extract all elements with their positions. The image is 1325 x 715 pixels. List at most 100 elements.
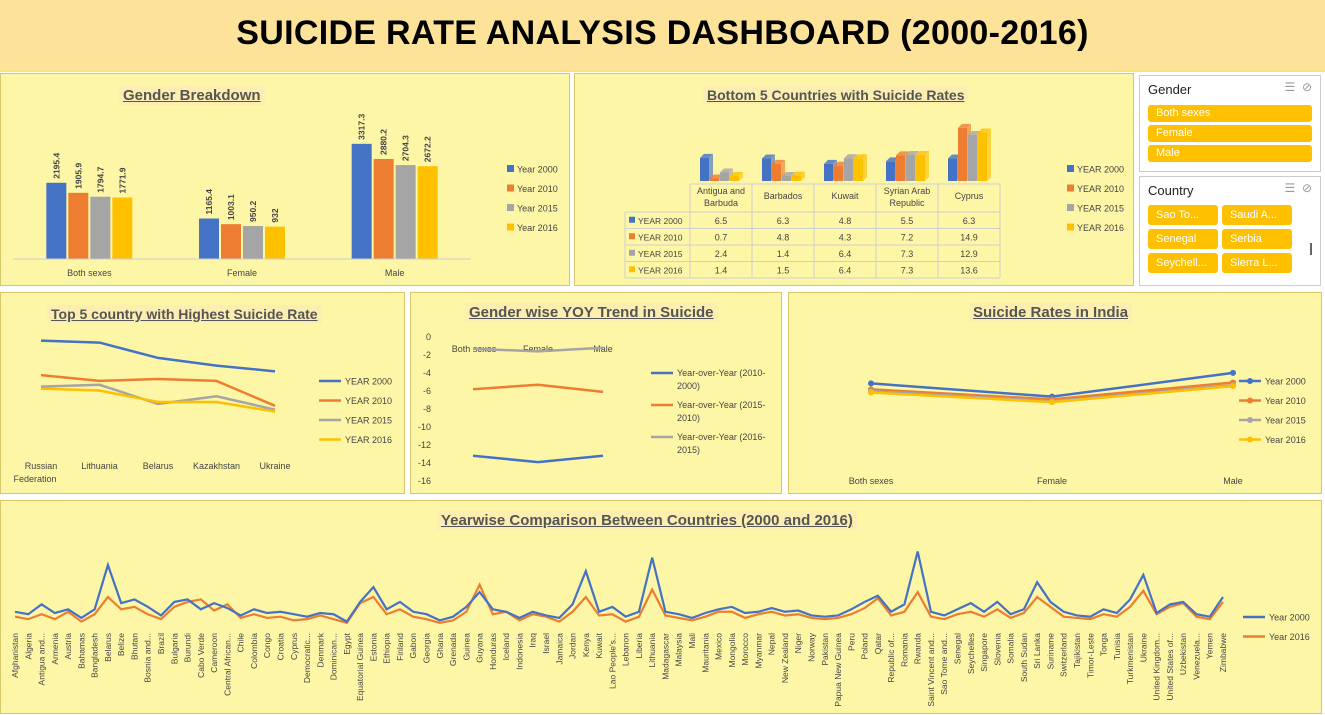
bar-3d-top (834, 161, 847, 166)
legend-label: Year-over-Year (2010-2000) (677, 368, 765, 391)
legend-label: YEAR 2015 (1077, 204, 1124, 214)
country-slicer-item[interactable]: Serbia (1222, 229, 1292, 249)
country-slicer-item[interactable]: Senegal (1148, 229, 1218, 249)
category-label: Ukraine (259, 461, 290, 471)
category-label: Romania (899, 633, 909, 667)
clear-filter-icon[interactable]: ⊘ (1301, 181, 1312, 195)
multi-select-icon[interactable]: ☰ (1284, 80, 1296, 94)
bar-3d (906, 154, 915, 181)
series-line (14, 551, 1224, 624)
table-cell: 13.6 (960, 265, 978, 275)
category-label: Rwanda (913, 633, 923, 664)
legend-label: Year 2015 (1265, 416, 1306, 426)
bottom5-chart: Antigua and Barbuda Barbados Kuwait Syrian A… (624, 123, 1124, 279)
gender-slicer-title: Gender (1148, 82, 1192, 97)
bar-3d (854, 158, 863, 181)
bar-data-label: 3317.3 (357, 114, 367, 140)
yearwise-panel: Yearwise Comparison Between Countries (2… (0, 500, 1322, 714)
category-label: Tonga (1099, 633, 1109, 656)
table-row-label: YEAR 2016 (638, 265, 683, 275)
table-cell: 2.4 (715, 249, 728, 259)
category-label: Belarus (103, 633, 113, 662)
series-line (472, 346, 604, 353)
country-slicer-item[interactable]: Sao To... (1148, 205, 1218, 225)
category-label: Bhutan (129, 633, 139, 660)
legend-label: Year 2000 (1269, 613, 1310, 623)
table-header: Syrian Arab Republic (884, 186, 931, 208)
bar-data-label: 1165.4 (204, 189, 214, 215)
table-row-swatch (629, 249, 635, 256)
bar (112, 197, 133, 259)
legend-swatch (1067, 204, 1074, 211)
bar-data-label: 2672.2 (423, 136, 433, 162)
legend-label: Year-over-Year (2016-2015) (677, 432, 765, 455)
category-label: Papua New Guinea (833, 633, 843, 707)
india-title: Suicide Rates in India (969, 303, 1133, 322)
category-label: Brazil (156, 633, 166, 654)
bar-3d-top (958, 123, 971, 128)
category-label: Antigua and... (37, 633, 47, 685)
bar-data-label: 1771.9 (117, 167, 127, 193)
multi-select-icon[interactable]: ☰ (1284, 181, 1296, 195)
gender-slicer-item-both[interactable]: Both sexes (1148, 105, 1312, 122)
bar-3d-top (762, 154, 775, 159)
gender-slicer: Gender ☰ ⊘ Both sexes Female Male (1139, 75, 1321, 172)
y-tick-label: -8 (423, 404, 431, 414)
bar-3d (792, 175, 801, 181)
bar-3d-side (739, 172, 743, 181)
bar-3d (700, 157, 709, 181)
category-label: Belize (116, 633, 126, 656)
bottom5-panel: Bottom 5 Countries with Suicide Rates An… (574, 73, 1134, 286)
category-label: Seychelles (966, 633, 976, 674)
india-chart: Both sexes Female Male Year 2000 Year 2010 Ye… (849, 369, 1306, 486)
category-label: Estonia (368, 633, 378, 662)
gender-slicer-item-male[interactable]: Male (1148, 145, 1312, 162)
country-slicer-scrollbar[interactable] (1308, 207, 1314, 277)
gender-slicer-item-female[interactable]: Female (1148, 125, 1312, 142)
category-label: Mexico (714, 633, 724, 660)
bar-3d (958, 127, 967, 181)
category-label: Lithuania (81, 461, 118, 471)
dashboard-title: SUICIDE RATE ANALYSIS DASHBOARD (2000-20… (236, 14, 1089, 52)
y-tick-label: -4 (423, 368, 431, 378)
category-label: Saint Vincent and... (926, 633, 936, 707)
bar-data-label: 2704.3 (401, 135, 411, 161)
country-slicer-item[interactable]: Sierra L... (1222, 253, 1292, 273)
category-label: Cyprus (289, 633, 299, 660)
bar-3d-top (792, 171, 805, 176)
country-slicer: Country ☰ ⊘ Sao To... Saudi A... Senegal… (1139, 176, 1321, 286)
legend-swatch (507, 184, 514, 192)
category-label: Bangladesh (90, 633, 100, 678)
category-label: Denmark (315, 632, 325, 667)
legend-marker (1247, 378, 1253, 384)
bar (68, 192, 89, 259)
category-label: Belarus (143, 461, 174, 471)
slicer-controls: ☰ ⊘ (1285, 80, 1313, 94)
category-label: Congo (262, 633, 272, 658)
category-label: Ghana (435, 633, 445, 659)
category-label: Morocco (740, 633, 750, 666)
category-label: Mauritania (700, 633, 710, 673)
legend-marker (1247, 397, 1253, 404)
country-slicer-item[interactable]: Saudi A... (1222, 205, 1292, 225)
country-slicer-item[interactable]: Seychell... (1148, 253, 1218, 273)
country-slicer-title: Country (1148, 183, 1194, 198)
category-label: South Sudan (1019, 633, 1029, 682)
series-line (40, 383, 276, 411)
category-label: Singapore (979, 633, 989, 672)
table-row-label: YEAR 2015 (638, 249, 683, 259)
category-label: Somalia (1006, 633, 1016, 664)
legend-label: YEAR 2010 (345, 396, 392, 406)
bar-data-label: 932 (270, 208, 280, 222)
clear-filter-icon[interactable]: ⊘ (1301, 80, 1312, 94)
scroll-thumb[interactable] (1310, 243, 1312, 255)
category-label: Democratic... (302, 633, 312, 683)
category-label: New Zealand (780, 633, 790, 683)
table-row-label: YEAR 2010 (638, 232, 683, 242)
category-label: Armenia (50, 633, 60, 665)
series-line (40, 373, 276, 407)
y-tick-label: -10 (418, 422, 431, 432)
category-label: Bahamas (76, 633, 86, 669)
table-cell: 7.3 (901, 265, 914, 275)
table-cell: 7.3 (901, 249, 914, 259)
